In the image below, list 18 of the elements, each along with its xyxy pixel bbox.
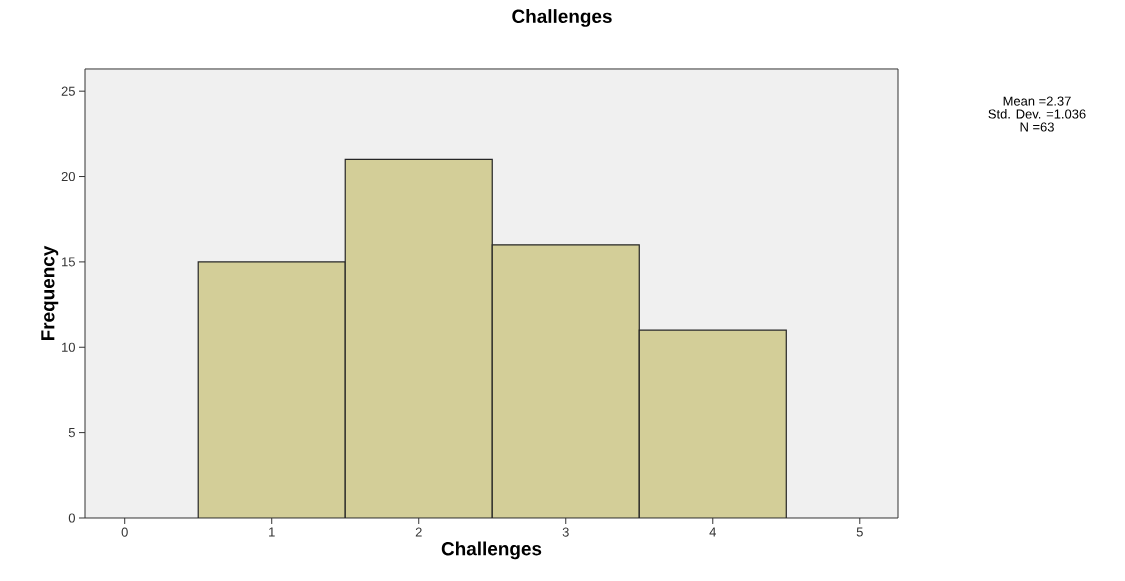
x-tick-label: 5 bbox=[856, 527, 863, 537]
y-tick-label: 25 bbox=[61, 86, 75, 96]
x-tick-label: 3 bbox=[562, 527, 569, 537]
y-axis-title: Frequency bbox=[41, 245, 59, 341]
y-tick-label: 5 bbox=[68, 428, 75, 438]
y-tick-label: 0 bbox=[68, 513, 75, 523]
y-tick-label: 10 bbox=[62, 342, 75, 352]
x-tick-label: 2 bbox=[415, 527, 422, 537]
x-tick-label: 4 bbox=[709, 527, 716, 537]
text: N =63 bbox=[1020, 122, 1054, 132]
chart-title: Challenges bbox=[512, 9, 612, 27]
text: Std. Dev. =1.036 bbox=[988, 109, 1086, 119]
x-axis-title: Challenges bbox=[441, 541, 542, 560]
y-tick-label: 20 bbox=[61, 171, 75, 182]
y-tick-label: 15 bbox=[62, 257, 75, 267]
x-tick-label: 1 bbox=[269, 527, 275, 537]
text: Mean =2.37 bbox=[1003, 96, 1071, 106]
x-tick-label: 0 bbox=[121, 527, 128, 537]
